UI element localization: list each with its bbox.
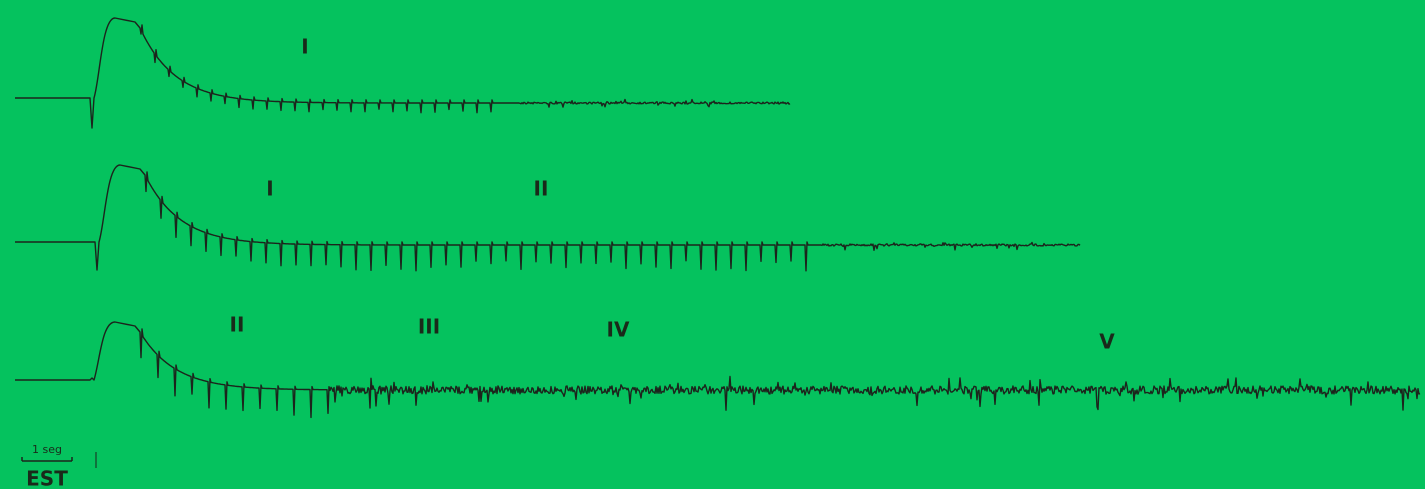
phase-label: IV — [607, 318, 630, 342]
phase-label: I — [301, 35, 308, 59]
phase-label: II — [230, 313, 245, 337]
phase-label: II — [534, 177, 549, 201]
stimulus-label: EST — [26, 467, 68, 489]
figure: I I II II III IV V 1 seg EST — [0, 0, 1425, 489]
phase-label: III — [418, 315, 440, 339]
phase-label: V — [1099, 330, 1115, 354]
phase-label: I — [266, 177, 273, 201]
scale-bar-label: 1 seg — [32, 443, 62, 456]
